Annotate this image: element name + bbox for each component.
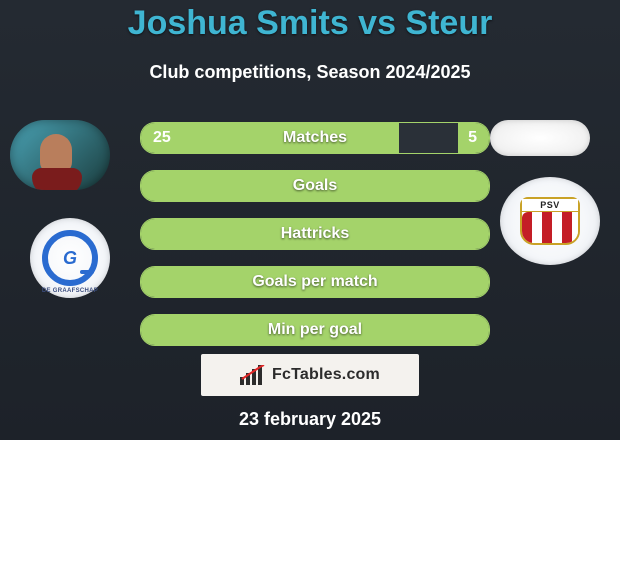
stat-bar: 25 Matches 5 (140, 122, 490, 154)
stat-bars: 25 Matches 5 Goals Hattricks (140, 122, 490, 362)
club-right-stripes (522, 212, 578, 243)
club-left-name: DE GRAAFSCHAP (30, 288, 110, 294)
stat-bar: Goals (140, 170, 490, 202)
stat-label: Goals per match (141, 267, 489, 297)
club-right-badge: PSV (500, 177, 600, 265)
stat-label: Min per goal (141, 315, 489, 345)
page-title: Joshua Smits vs Steur (0, 4, 620, 43)
stat-bar: Hattricks (140, 218, 490, 250)
page-subtitle: Club competitions, Season 2024/2025 (0, 62, 620, 83)
watermark-text: FcTables.com (272, 366, 380, 384)
player-right-avatar (490, 120, 590, 156)
stat-bar: Min per goal (140, 314, 490, 346)
club-right-name: PSV (522, 199, 578, 212)
canvas: Joshua Smits vs Steur Club competitions,… (0, 0, 620, 580)
comparison-panel: Joshua Smits vs Steur Club competitions,… (0, 0, 620, 440)
club-left-mark: G (42, 230, 98, 286)
club-left-badge: G DE GRAAFSCHAP (30, 218, 110, 298)
bars-icon (240, 365, 266, 385)
stat-label: Goals (141, 171, 489, 201)
club-right-shield: PSV (520, 197, 580, 245)
stat-label: Hattricks (141, 219, 489, 249)
stat-bar: Goals per match (140, 266, 490, 298)
stat-value-right: 5 (468, 123, 477, 153)
player-left-avatar (10, 120, 110, 190)
stat-label: Matches (141, 123, 489, 153)
comparison-date: 23 february 2025 (0, 409, 620, 430)
watermark: FcTables.com (201, 354, 419, 396)
